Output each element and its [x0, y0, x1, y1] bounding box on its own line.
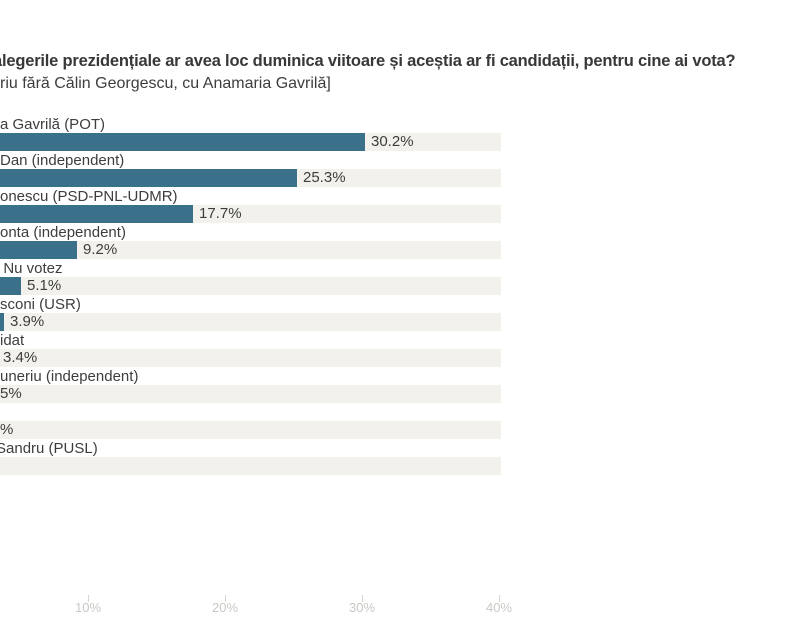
- chart-subtitle: riu fără Călin Georgescu, cu Anamaria Ga…: [0, 75, 331, 92]
- bar-row: a Gavrilă (POT) 30.2%: [0, 117, 800, 153]
- bar-row-label: Dan (independent): [0, 152, 125, 169]
- bar-track: [0, 349, 501, 367]
- bar-value-label: 9.2%: [83, 241, 118, 258]
- bar-row: %: [0, 405, 800, 441]
- bar-row-label: onescu (PSD-PNL-UDMR): [0, 188, 178, 205]
- bar-fill: [0, 169, 297, 187]
- bar-track: [0, 169, 501, 187]
- bar-row-label: onta (independent): [0, 224, 126, 241]
- bar-track: [0, 421, 501, 439]
- bar-row: Dan (independent) 25.3%: [0, 153, 800, 189]
- bar-track: [0, 385, 501, 403]
- bar-value-label: 3.9%: [10, 313, 45, 330]
- bar-fill: [0, 313, 4, 331]
- bar-row: Sandru (PUSL): [0, 441, 800, 477]
- bar-fill: [0, 277, 21, 295]
- bar-value-label: 17.7%: [199, 205, 242, 222]
- bar-track: [0, 313, 501, 331]
- bar-row-label: / Nu votez: [0, 260, 63, 277]
- bar-row-label: a Gavrilă (POT): [0, 116, 106, 133]
- bar-value-label: 5%: [0, 385, 22, 402]
- bar-value-label: %: [0, 421, 14, 438]
- bar-track: [0, 241, 501, 259]
- bar-fill: [0, 133, 365, 151]
- x-axis-tick-label: 30%: [348, 600, 376, 615]
- bar-row: onta (independent) 9.2%: [0, 225, 800, 261]
- bar-track: [0, 457, 501, 475]
- bar-row: uneriu (independent) 5%: [0, 369, 800, 405]
- bar-track: [0, 205, 501, 223]
- bar-row: / Nu votez 5.1%: [0, 261, 800, 297]
- chart-title: alegerile prezidențiale ar avea loc dumi…: [0, 52, 736, 70]
- bar-row: sconi (USR) 3.9%: [0, 297, 800, 333]
- bar-row-label: uneriu (independent): [0, 368, 139, 385]
- bar-value-label: 3.4%: [3, 349, 38, 366]
- x-axis-tick-label: 40%: [485, 600, 513, 615]
- x-axis-tick-label: 20%: [211, 600, 239, 615]
- bar-row-label: Sandru (PUSL): [0, 440, 98, 457]
- bar-track: [0, 277, 501, 295]
- bar-row-label: idat: [0, 332, 25, 349]
- poll-bar-chart: alegerile prezidențiale ar avea loc dumi…: [0, 52, 800, 615]
- bar-row-label: sconi (USR): [0, 296, 81, 313]
- bar-row: onescu (PSD-PNL-UDMR) 17.7%: [0, 189, 800, 225]
- bar-value-label: 5.1%: [27, 277, 62, 294]
- bar-fill: [0, 241, 77, 259]
- bar-fill: [0, 205, 193, 223]
- bar-value-label: 30.2%: [371, 133, 414, 150]
- x-axis: 10% 20% 30% 40%: [0, 595, 800, 617]
- bar-value-label: 25.3%: [303, 169, 346, 186]
- bar-track: [0, 133, 501, 151]
- bar-row: idat 3.4%: [0, 333, 800, 369]
- x-axis-tick-label: 10%: [74, 600, 102, 615]
- bar-plot-area: a Gavrilă (POT) 30.2% Dan (independent) …: [0, 117, 800, 615]
